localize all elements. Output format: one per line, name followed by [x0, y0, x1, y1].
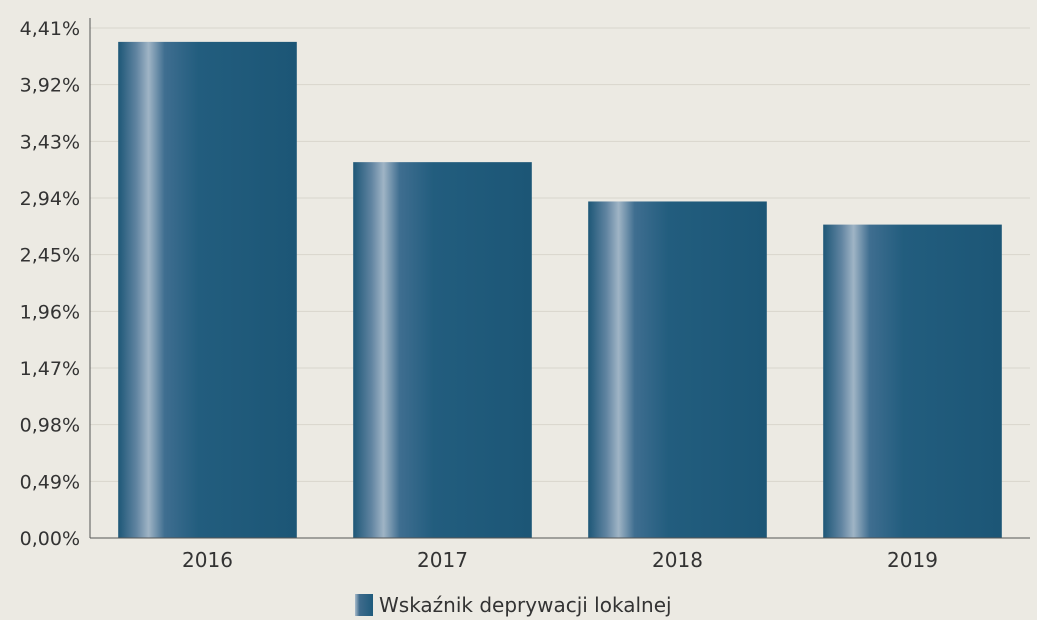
y-tick-label: 4,41%: [20, 18, 80, 40]
x-tick-label: 2019: [887, 548, 938, 572]
bar-2017: [353, 162, 532, 538]
legend-swatch: [355, 594, 373, 616]
legend-label: Wskaźnik deprywacji lokalnej: [379, 593, 672, 617]
bars: [118, 41, 1002, 538]
bar-2019: [823, 224, 1002, 538]
y-tick-label: 0,49%: [20, 471, 80, 493]
y-tick-label: 3,43%: [20, 131, 80, 153]
y-axis-tick-labels: 0,00% 0,49% 0,98% 1,47% 1,96% 2,45% 2,94% 3,43%…: [20, 18, 80, 550]
y-tick-label: 1,47%: [20, 358, 80, 380]
bar-2018: [588, 201, 767, 538]
bar-2016: [118, 41, 297, 538]
y-tick-label: 0,00%: [20, 528, 80, 550]
y-tick-label: 2,94%: [20, 188, 80, 210]
axes: [89, 18, 1030, 539]
x-axis-tick-labels: 2016 2017 2018 2019: [182, 548, 938, 572]
x-tick-label: 2016: [182, 548, 233, 572]
y-tick-label: 1,96%: [20, 301, 80, 323]
y-tick-label: 2,45%: [20, 245, 80, 267]
y-tick-label: 0,98%: [20, 415, 80, 437]
bar-chart: 0,00% 0,49% 0,98% 1,47% 1,96% 2,45% 2,94% 3,43%…: [20, 18, 1030, 572]
y-tick-label: 3,92%: [20, 75, 80, 97]
legend: Wskaźnik deprywacji lokalnej: [355, 593, 672, 617]
x-tick-label: 2018: [652, 548, 703, 572]
x-tick-label: 2017: [417, 548, 468, 572]
